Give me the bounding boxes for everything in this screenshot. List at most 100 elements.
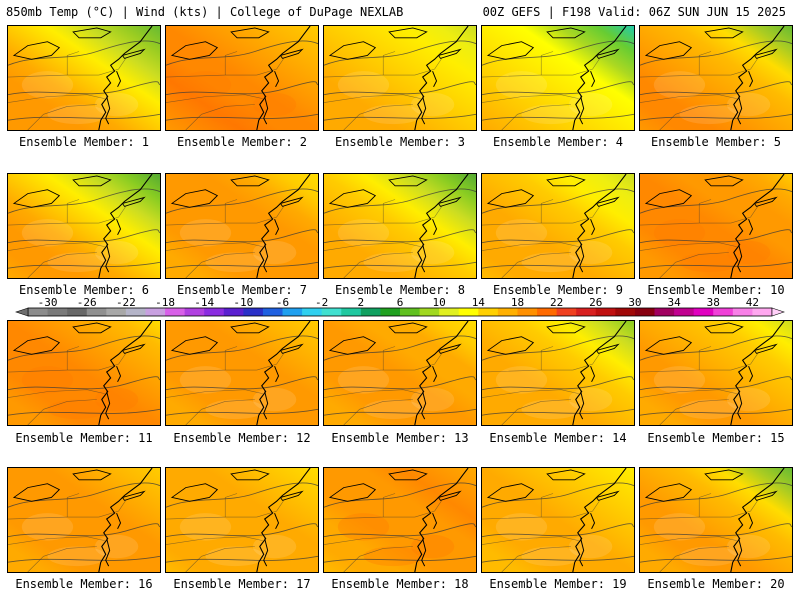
ensemble-member-label-17: Ensemble Member: 17 [173,577,311,591]
scale-tick-label: -18 [155,296,175,309]
color-scale-swatch [125,308,146,316]
scale-max-arrow [771,307,785,317]
scale-tick-label: 26 [589,296,602,309]
color-scale-swatch [67,308,88,316]
ensemble-member-label-19: Ensemble Member: 19 [489,577,627,591]
color-scale-swatch [360,308,381,316]
color-scale-swatch [576,308,597,316]
temperature-field-map [640,321,792,425]
ensemble-member-map-8 [323,173,477,279]
color-scale-swatch [86,308,107,316]
ensemble-member-label-5: Ensemble Member: 5 [650,135,782,149]
scale-tick-label: -10 [233,296,253,309]
scale-tick-label: 14 [472,296,486,309]
color-scale-swatch [439,308,460,316]
scale-tick-label: 18 [511,296,524,309]
scale-tick-label: -30 [38,296,58,309]
run-valid-time: 00Z GEFS | F198 Valid: 06Z SUN JUN 15 20… [482,5,786,19]
scale-tick-label: 6 [397,296,404,309]
temperature-field-map [166,26,318,130]
ensemble-member-map-14 [481,320,635,426]
temperature-field-map [482,321,634,425]
ensemble-member-map-9 [481,173,635,279]
color-scale-swatch [556,308,577,316]
ensemble-member-map-5 [639,25,793,131]
ensemble-member-label-4: Ensemble Member: 4 [492,135,624,149]
scale-tick-label: 42 [746,296,759,309]
scale-tick-label: -22 [116,296,136,309]
scale-tick-label: 30 [628,296,641,309]
temperature-field-map [640,174,792,278]
ensemble-member-map-18 [323,467,477,573]
ensemble-member-map-17 [165,467,319,573]
temperature-field-map [324,321,476,425]
ensemble-member-map-20 [639,467,793,573]
temperature-field-map [640,468,792,572]
scale-tick-label: -26 [77,296,97,309]
ensemble-member-label-7: Ensemble Member: 7 [176,283,308,297]
temperature-field-map [324,468,476,572]
ensemble-member-map-16 [7,467,161,573]
scale-tick-label: 22 [550,296,563,309]
color-scale-swatch [28,308,48,316]
ensemble-member-label-12: Ensemble Member: 12 [173,431,311,445]
ensemble-member-label-20: Ensemble Member: 20 [647,577,785,591]
ensemble-member-label-1: Ensemble Member: 1 [18,135,150,149]
color-scale-swatch [204,308,225,316]
color-scale-swatch [400,308,420,316]
scale-tick-label: -14 [194,296,214,309]
color-scale-swatch [282,308,303,316]
ensemble-member-map-10 [639,173,793,279]
color-scale-swatch [517,308,538,316]
color-scale-swatch [47,308,68,316]
color-scale-swatch [106,308,127,316]
ensemble-member-map-6 [7,173,161,279]
ensemble-member-map-12 [165,320,319,426]
ensemble-member-label-3: Ensemble Member: 3 [334,135,466,149]
color-scale-swatch [537,308,558,316]
color-scale-swatch [262,308,283,316]
temperature-field-map [166,321,318,425]
temperature-field-map [324,26,476,130]
color-scale-swatch [595,308,616,316]
ensemble-member-label-13: Ensemble Member: 13 [331,431,469,445]
ensemble-member-label-11: Ensemble Member: 11 [15,431,153,445]
temperature-color-scale: -30 -26 -22 -18 -14 -10 -6 -2 2 6 10 14 18 22 26 30 34 38… [14,296,786,320]
ensemble-member-map-11 [7,320,161,426]
temperature-field-map [8,468,160,572]
ensemble-member-label-8: Ensemble Member: 8 [334,283,466,297]
ensemble-member-label-14: Ensemble Member: 14 [489,431,627,445]
ensemble-member-map-19 [481,467,635,573]
temperature-field-map [8,26,160,130]
temperature-field-map [482,174,634,278]
temperature-field-map [166,468,318,572]
ensemble-member-label-10: Ensemble Member: 10 [647,283,785,297]
ensemble-member-label-18: Ensemble Member: 18 [331,577,469,591]
color-scale-swatch [243,308,264,316]
ensemble-member-label-16: Ensemble Member: 16 [15,577,153,591]
color-scale-swatch [145,308,166,316]
ensemble-member-label-6: Ensemble Member: 6 [18,283,150,297]
ensemble-member-label-15: Ensemble Member: 15 [647,431,785,445]
temperature-field-map [8,174,160,278]
color-scale-swatch [184,308,205,316]
ensemble-member-map-7 [165,173,319,279]
color-scale-swatch [693,308,714,316]
scale-tick-label: 38 [707,296,720,309]
color-scale-swatch [458,308,479,316]
color-scale-swatch [713,308,734,316]
temperature-field-map [482,468,634,572]
color-scale-svg: -30 -26 -22 -18 -14 -10 -6 -2 2 6 10 14 18 22 26 30 34 38… [15,296,785,317]
ensemble-member-map-13 [323,320,477,426]
ensemble-member-map-2 [165,25,319,131]
scale-tick-label: 34 [667,296,681,309]
color-scale-swatch [380,308,401,316]
color-scale-swatch [478,308,499,316]
scale-min-arrow [15,307,29,317]
color-scale-swatch [634,308,655,316]
scale-tick-label: 2 [358,296,365,309]
ensemble-member-map-3 [323,25,477,131]
ensemble-member-label-2: Ensemble Member: 2 [176,135,308,149]
temperature-field-map [640,26,792,130]
temperature-field-map [324,174,476,278]
